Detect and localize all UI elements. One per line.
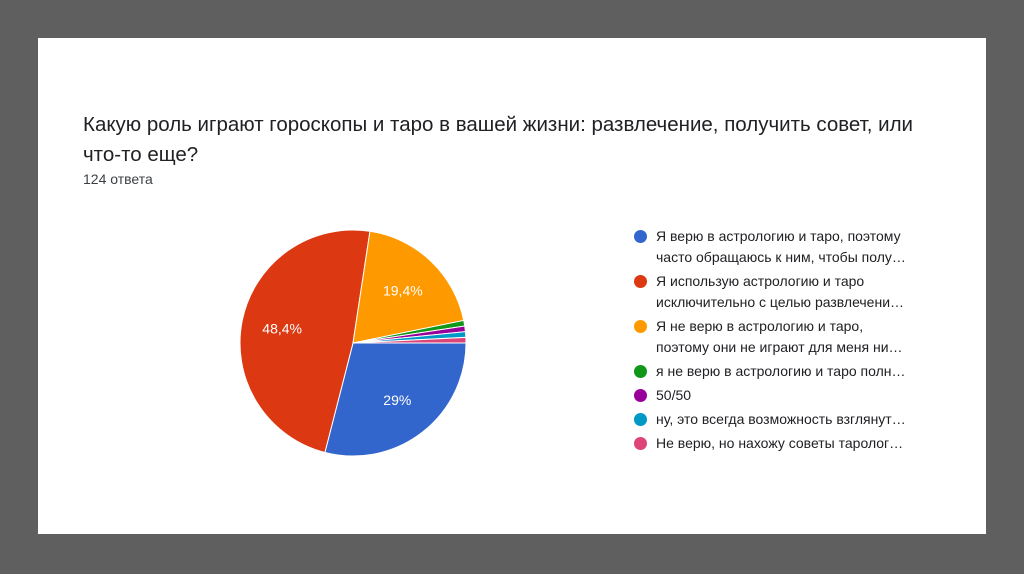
legend-label: Я использую астрологию и таро исключител… xyxy=(656,273,905,310)
legend-item[interactable]: Я не верю в астрологию и таро, поэтому о… xyxy=(634,316,954,358)
legend-swatch-icon xyxy=(634,389,647,402)
legend-item[interactable]: Не верю, но нахожу советы таролог… xyxy=(634,433,954,454)
legend-swatch-icon xyxy=(634,230,647,243)
legend-swatch-icon xyxy=(634,320,647,333)
slice-data-label: 48,4% xyxy=(262,321,302,337)
slide: Какую роль играют гороскопы и таро в ваш… xyxy=(38,38,986,534)
legend-swatch-icon xyxy=(634,437,647,450)
legend-item[interactable]: Я верю в астрологию и таро, поэтому част… xyxy=(634,226,954,268)
slice-data-label: 29% xyxy=(383,392,411,408)
legend-item[interactable]: Я использую астрологию и таро исключител… xyxy=(634,271,954,313)
pie-slice-3[interactable] xyxy=(352,230,465,344)
legend-label: Я верю в астрологию и таро, поэтому част… xyxy=(656,228,906,265)
slice-data-label: 19,4% xyxy=(383,283,423,299)
legend-label: ну, это всегда возможность взглянут… xyxy=(656,411,906,427)
pie-slice-2[interactable] xyxy=(239,229,371,454)
legend-swatch-icon xyxy=(634,275,647,288)
legend-label: Не верю, но нахожу советы таролог… xyxy=(656,435,904,451)
legend-swatch-icon xyxy=(634,413,647,426)
legend-swatch-icon xyxy=(634,365,647,378)
legend-item[interactable]: ну, это всегда возможность взглянут… xyxy=(634,409,954,430)
legend-item[interactable]: 50/50 xyxy=(634,385,954,406)
legend-label: Я не верю в астрологию и таро, поэтому о… xyxy=(656,318,903,355)
pie-chart: 29% 48,4% 19,4% xyxy=(239,229,467,457)
legend-label: я не верю в астрологию и таро полн… xyxy=(656,363,906,379)
legend-label: 50/50 xyxy=(656,387,692,403)
chart-title: Какую роль играют гороскопы и таро в ваш… xyxy=(83,113,913,166)
legend-item[interactable]: я не верю в астрологию и таро полн… xyxy=(634,361,954,382)
pie-slice-1[interactable] xyxy=(324,342,467,457)
pie-slice-7[interactable] xyxy=(352,336,467,344)
response-count: 124 ответа xyxy=(83,171,153,187)
chart-legend: Я верю в астрологию и таро, поэтому част… xyxy=(634,226,954,457)
